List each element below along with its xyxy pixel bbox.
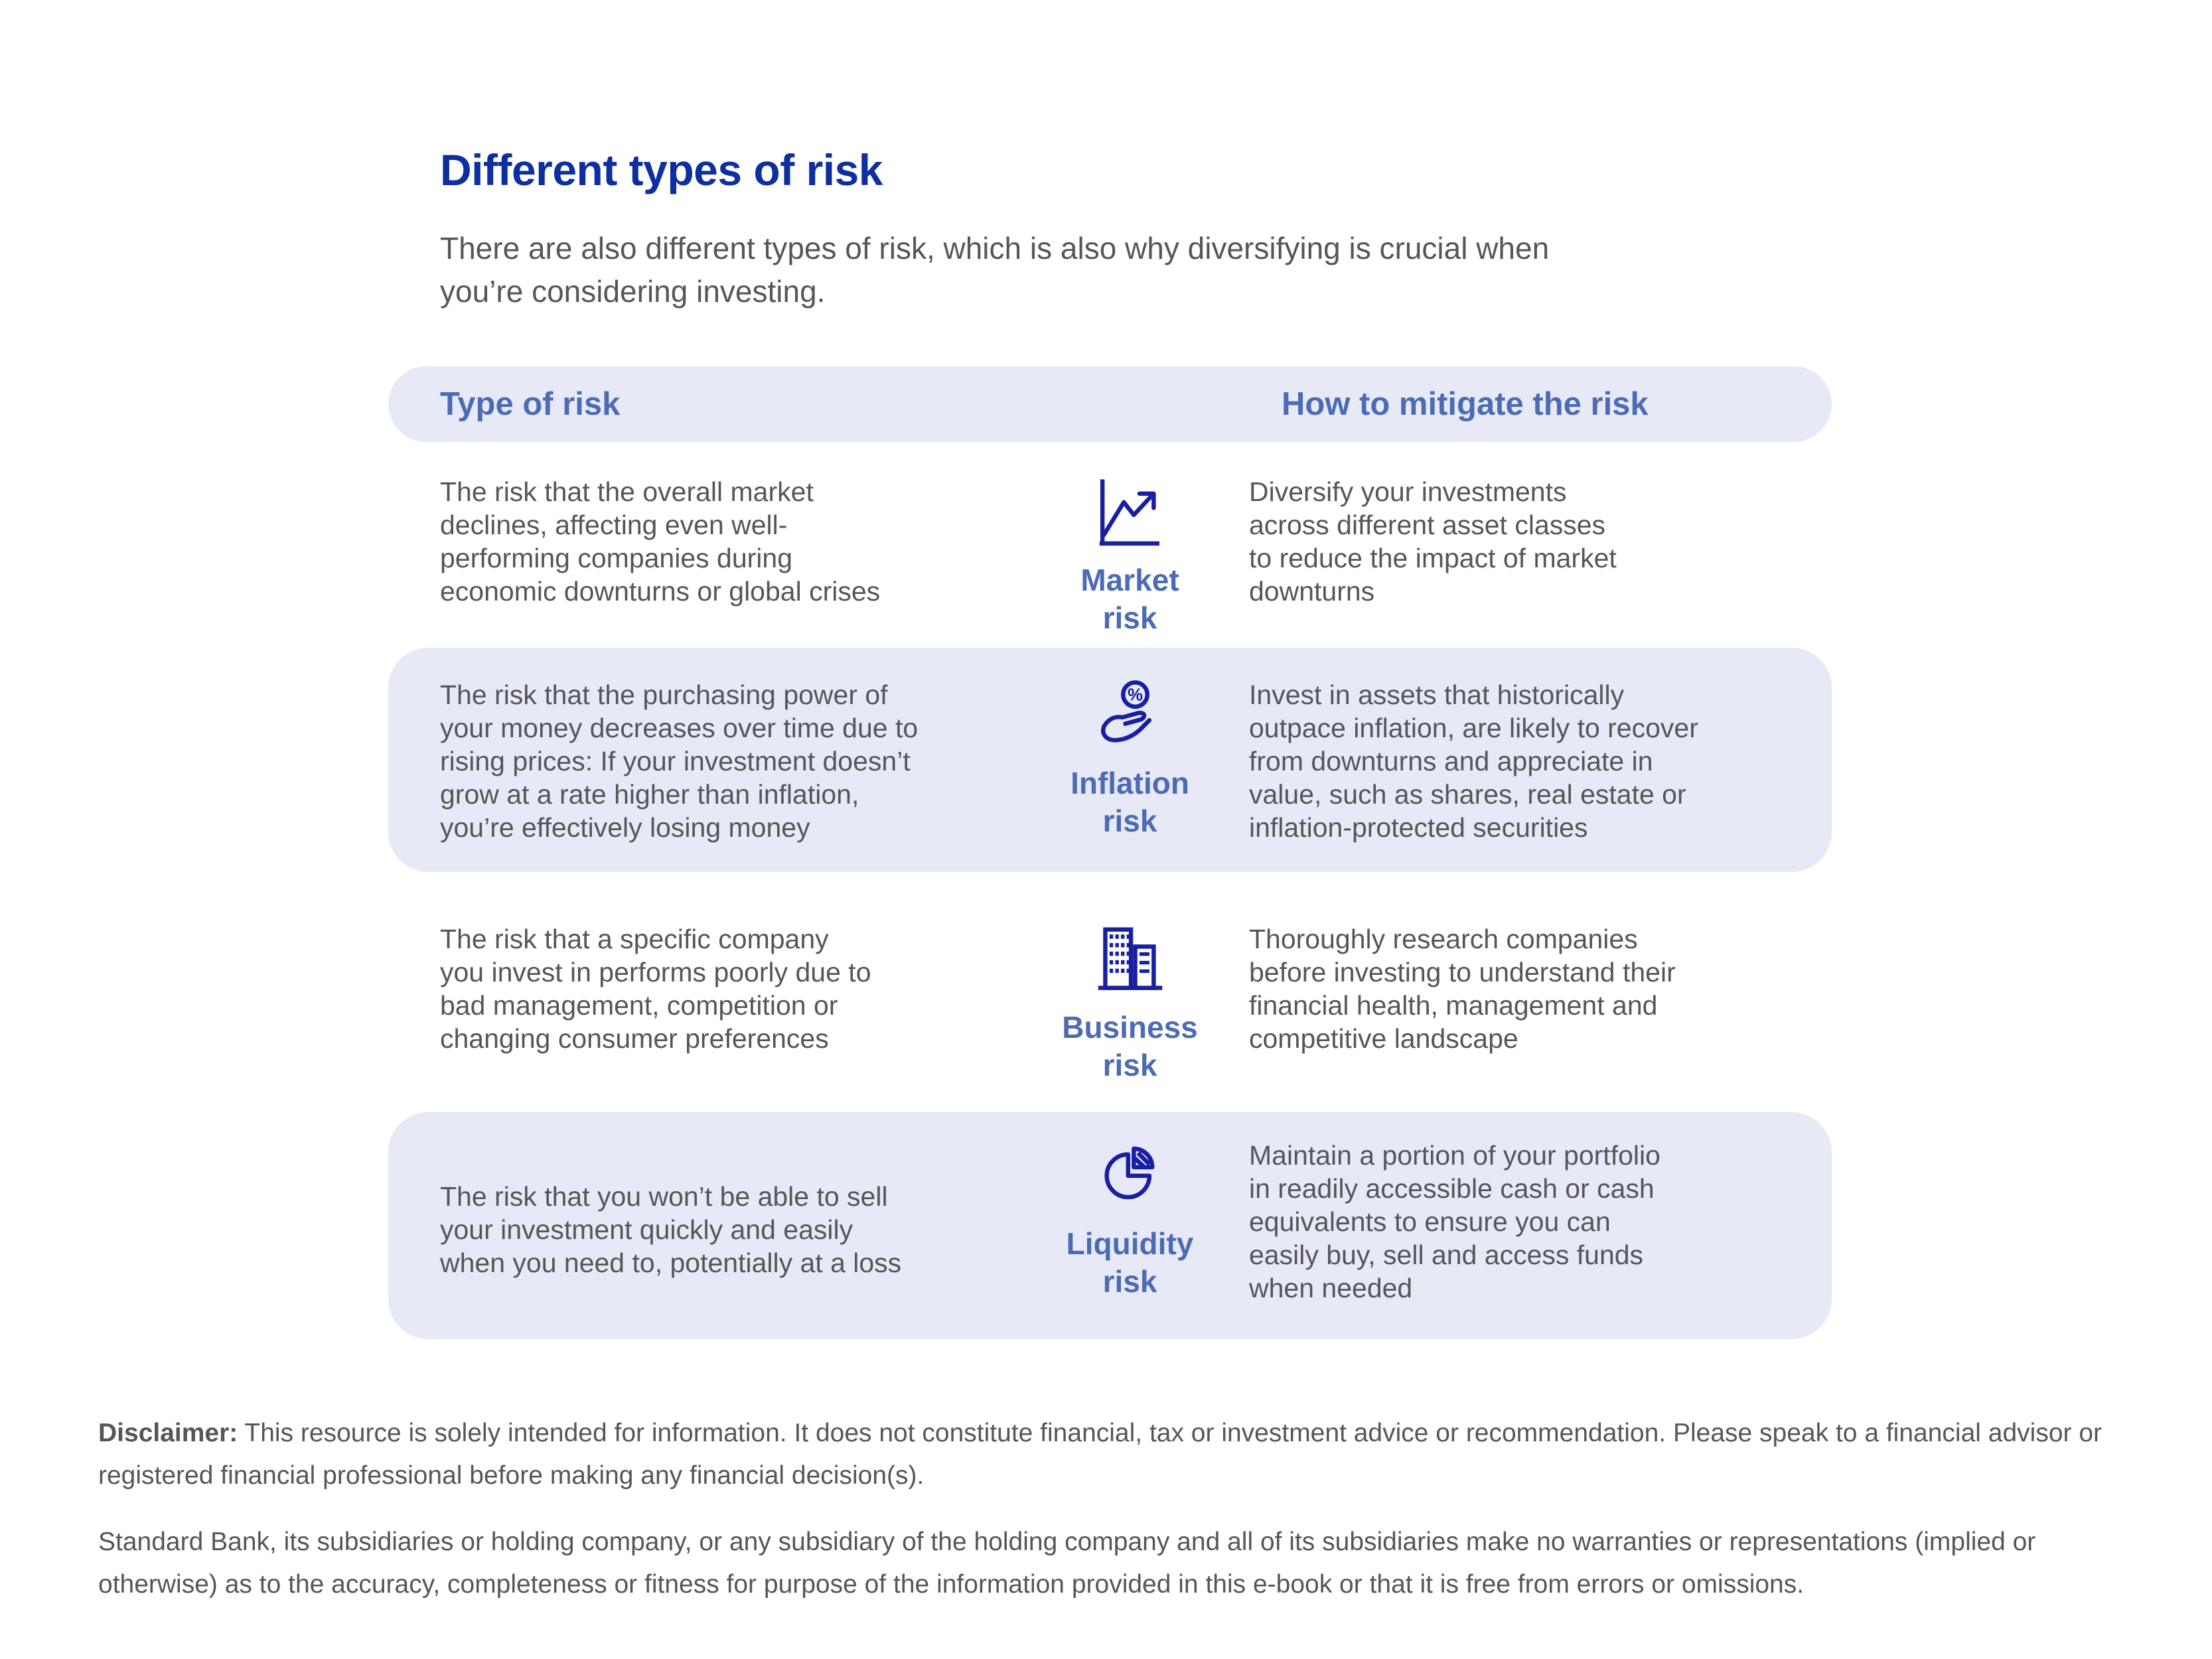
intro-paragraph: There are also different types of risk, … xyxy=(440,231,1550,309)
business-risk-mitigation: Thoroughly research companies before inv… xyxy=(1249,924,1676,1054)
market-risk-description: The risk that the overall market decline… xyxy=(440,476,881,607)
column-header-how-to-mitigate: How to mitigate the risk xyxy=(1282,386,1649,422)
table-row: The risk that you won’t be able to sell … xyxy=(388,1112,1832,1339)
buildings-icon xyxy=(1091,922,1169,1001)
liquidity-risk-description: The risk that you won’t be able to sell … xyxy=(440,1181,902,1278)
disclaimer-text: This resource is solely intended for inf… xyxy=(98,1419,2102,1490)
inflation-risk-icon-block: % Inflation risk xyxy=(1011,678,1249,872)
svg-text:%: % xyxy=(1128,685,1143,704)
liquidity-risk-icon-block: Liquidity risk xyxy=(1011,1139,1249,1339)
risk-table: Type of risk How to mitigate the risk Th… xyxy=(388,366,1832,1342)
column-header-type-of-risk: Type of risk xyxy=(440,386,621,422)
table-row: The risk that a specific company you inv… xyxy=(388,901,1832,1111)
liquidity-risk-mitigation: Maintain a portion of your portfolio in … xyxy=(1249,1140,1660,1303)
business-risk-label: Business risk xyxy=(1062,1010,1198,1082)
table-row: The risk that the purchasing power of yo… xyxy=(388,648,1832,872)
page-title: Different types of risk xyxy=(440,145,883,194)
market-risk-mitigation: Diversify your investments across differ… xyxy=(1249,476,1617,607)
table-header-band: Type of risk How to mitigate the risk xyxy=(388,366,1832,442)
table-row: The risk that the overall market decline… xyxy=(388,458,1832,648)
market-risk-icon-block: Market risk xyxy=(1011,475,1249,648)
inflation-risk-description: The risk that the purchasing power of yo… xyxy=(440,680,919,843)
business-risk-icon-block: Business risk xyxy=(1011,922,1249,1111)
percent-hand-icon: % xyxy=(1091,678,1169,757)
disclaimer-paragraph: Disclaimer: This resource is solely inte… xyxy=(98,1412,2189,1497)
legal-note: Standard Bank, its subsidiaries or holdi… xyxy=(98,1528,2036,1599)
business-risk-description: The risk that a specific company you inv… xyxy=(440,924,871,1054)
pie-chart-icon xyxy=(1091,1139,1169,1217)
market-risk-label: Market risk xyxy=(1080,563,1179,635)
inflation-risk-mitigation: Invest in assets that historically outpa… xyxy=(1249,680,1698,843)
disclaimer-label: Disclaimer: xyxy=(98,1419,238,1447)
disclaimer-section: Disclaimer: This resource is solely inte… xyxy=(98,1412,2189,1606)
inflation-risk-label: Inflation risk xyxy=(1070,766,1189,838)
liquidity-risk-label: Liquidity risk xyxy=(1066,1226,1194,1299)
line-chart-icon xyxy=(1091,475,1169,553)
